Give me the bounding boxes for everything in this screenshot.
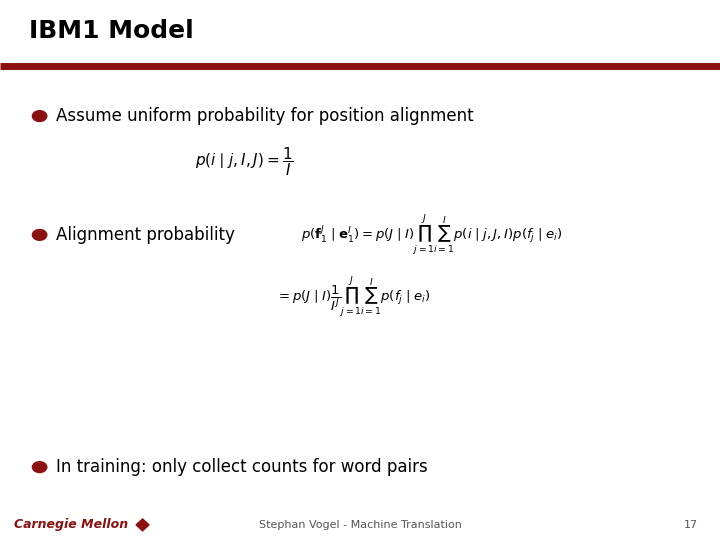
Text: $= p(J\mid I)\dfrac{1}{I^J}\prod_{j=1}^{J}\sum_{i=1}^{I} p(f_j\mid e_i)$: $= p(J\mid I)\dfrac{1}{I^J}\prod_{j=1}^{…: [276, 275, 430, 319]
Circle shape: [32, 111, 47, 122]
Text: 17: 17: [684, 520, 698, 530]
Text: In training: only collect counts for word pairs: In training: only collect counts for wor…: [56, 458, 428, 476]
Polygon shape: [136, 519, 149, 531]
Text: Alignment probability: Alignment probability: [56, 226, 235, 244]
Circle shape: [32, 230, 47, 240]
Text: Stephan Vogel - Machine Translation: Stephan Vogel - Machine Translation: [258, 520, 462, 530]
Text: $p(\mathbf{f}_1^J\mid\mathbf{e}_1^I) = p(J\mid I)\prod_{j=1}^{J}\sum_{i=1}^{I} p: $p(\mathbf{f}_1^J\mid\mathbf{e}_1^I) = p…: [301, 213, 563, 257]
Text: Carnegie Mellon: Carnegie Mellon: [14, 518, 129, 531]
Circle shape: [32, 462, 47, 472]
Text: Assume uniform probability for position alignment: Assume uniform probability for position …: [56, 107, 474, 125]
Text: $p(i\mid j,I,J) = \dfrac{1}{I}$: $p(i\mid j,I,J) = \dfrac{1}{I}$: [195, 146, 294, 178]
Text: IBM1 Model: IBM1 Model: [29, 19, 194, 43]
